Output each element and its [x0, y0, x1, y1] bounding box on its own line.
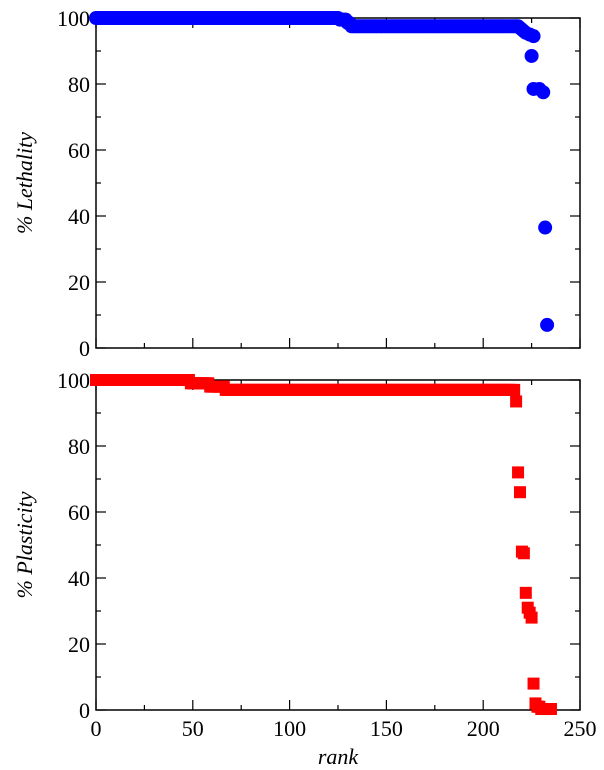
plasticity-x-tick-label: 250: [564, 716, 597, 741]
plasticity-panel: 0 20 40 60 80 100 0 50 100 150 200 250 % Plasticity…: [12, 368, 597, 769]
plasticity-x-tick-label: 150: [370, 716, 403, 741]
lethality-data-point: [540, 317, 555, 332]
plasticity-plot-frame: [95, 379, 581, 711]
plasticity-x-tick-label: 100: [273, 716, 306, 741]
plasticity-ticks: 0 20 40 60 80 100 0 50 100 150 200 250: [57, 368, 597, 741]
plasticity-data-point: [544, 703, 557, 716]
plasticity-data-point: [513, 486, 526, 499]
plasticity-y-tick-label: 40: [68, 566, 90, 591]
plasticity-x-tick-label: 0: [91, 716, 102, 741]
plasticity-data-point: [525, 611, 538, 624]
plasticity-y-tick-label: 20: [68, 632, 90, 657]
lethality-data-point: [526, 29, 541, 44]
lethality-ticks: 0 20 40 60 80 100: [57, 6, 581, 361]
lethality-data-point: [538, 220, 553, 235]
lethality-plot-frame: [95, 17, 581, 349]
lethality-panel: 0 20 40 60 80 100 % Lethality: [12, 6, 581, 361]
plasticity-data-point: [508, 383, 521, 396]
plasticity-points: [90, 374, 557, 716]
plasticity-y-axis-label: % Plasticity: [12, 491, 37, 598]
lethality-y-tick-label: 80: [68, 72, 90, 97]
lethality-y-tick-label: 20: [68, 270, 90, 295]
plasticity-data-point: [512, 466, 525, 479]
lethality-data-point: [524, 48, 539, 63]
plasticity-y-tick-label: 0: [79, 698, 90, 723]
lethality-points: [89, 11, 555, 332]
plasticity-data-point: [517, 547, 530, 560]
plasticity-data-point: [519, 586, 532, 599]
lethality-y-axis-label: % Lethality: [12, 132, 37, 234]
x-axis-label: rank: [318, 744, 360, 769]
plasticity-x-tick-label: 200: [467, 716, 500, 741]
plasticity-data-point: [527, 677, 540, 690]
plasticity-y-tick-label: 80: [68, 434, 90, 459]
plasticity-y-tick-label: 60: [68, 500, 90, 525]
lethality-y-tick-label: 60: [68, 138, 90, 163]
lethality-data-point: [536, 85, 551, 100]
plasticity-y-tick-label: 100: [57, 368, 90, 393]
plasticity-data-point: [510, 395, 523, 408]
lethality-y-tick-label: 100: [57, 6, 90, 31]
plasticity-x-tick-label: 50: [182, 716, 204, 741]
lethality-y-tick-label: 0: [79, 336, 90, 361]
lethality-y-tick-label: 40: [68, 204, 90, 229]
